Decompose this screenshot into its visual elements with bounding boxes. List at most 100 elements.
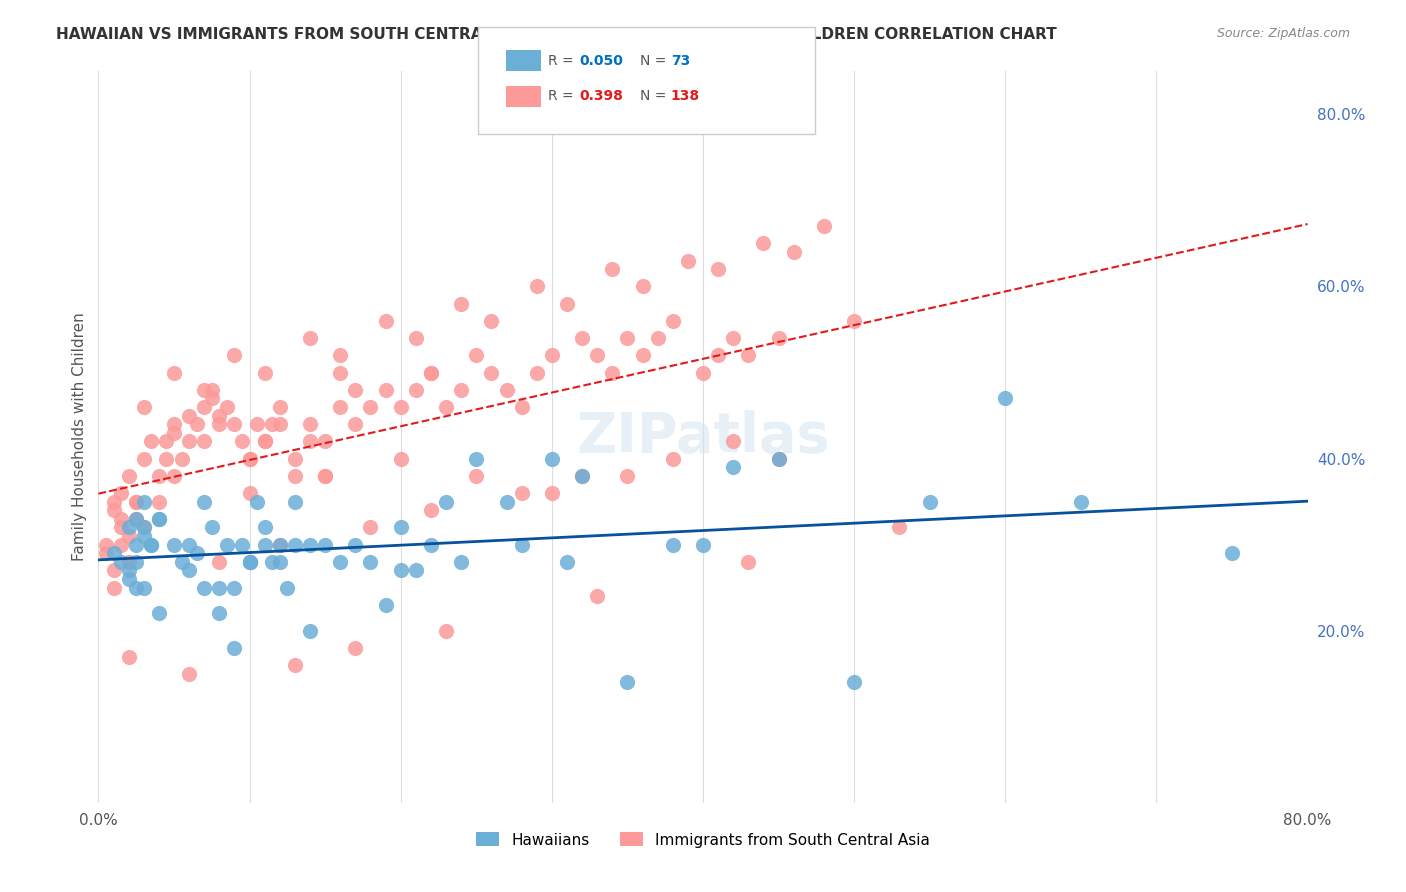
Point (170, 555, 193, 569)
Point (299, 434, 322, 449)
Point (179, 409, 201, 423)
Point (405, 331, 427, 345)
Point (148, 607, 170, 621)
Point (994, 392, 1017, 406)
Point (103, 494, 125, 508)
Text: 73: 73 (671, 54, 690, 68)
Point (707, 348, 730, 362)
Y-axis label: Family Households with Children: Family Households with Children (72, 313, 87, 561)
Point (661, 314, 683, 328)
Point (374, 598, 396, 612)
Point (215, 538, 238, 552)
Point (193, 494, 215, 508)
Point (179, 538, 201, 552)
Point (253, 538, 276, 552)
Point (132, 520, 155, 534)
Point (555, 555, 578, 569)
Point (110, 538, 132, 552)
Point (631, 348, 654, 362)
Point (132, 581, 155, 595)
Point (269, 538, 291, 552)
Text: R =: R = (548, 54, 578, 68)
Point (118, 529, 141, 543)
Point (360, 400, 382, 414)
Point (314, 468, 336, 483)
Point (616, 331, 638, 345)
Point (405, 564, 427, 578)
Point (420, 366, 443, 380)
Point (276, 581, 298, 595)
Point (94, 546, 117, 560)
Point (510, 400, 533, 414)
Point (224, 348, 246, 362)
Point (1220, 546, 1243, 560)
Point (148, 512, 170, 526)
Point (239, 555, 262, 569)
Point (526, 279, 548, 293)
Point (118, 564, 141, 578)
Point (434, 400, 457, 414)
Point (253, 520, 276, 534)
Point (329, 366, 352, 380)
Point (118, 555, 141, 569)
Point (616, 468, 638, 483)
Point (231, 538, 253, 552)
Point (329, 348, 352, 362)
Point (239, 451, 262, 466)
Legend: Hawaiians, Immigrants from South Central Asia: Hawaiians, Immigrants from South Central… (470, 826, 936, 854)
Point (389, 451, 412, 466)
Point (132, 494, 155, 508)
Point (125, 581, 148, 595)
Point (540, 451, 562, 466)
Point (262, 555, 284, 569)
Point (844, 675, 866, 690)
Point (783, 245, 806, 260)
Point (495, 494, 517, 508)
Point (231, 434, 253, 449)
Point (420, 503, 443, 517)
Point (118, 555, 141, 569)
Point (768, 451, 790, 466)
Point (186, 417, 208, 432)
Point (110, 520, 132, 534)
Point (193, 400, 215, 414)
Point (186, 546, 208, 560)
Point (103, 546, 125, 560)
Point (314, 468, 336, 483)
Point (125, 538, 148, 552)
Point (329, 555, 352, 569)
Point (163, 468, 186, 483)
Point (465, 468, 488, 483)
Point (692, 538, 714, 552)
Point (360, 555, 382, 569)
Point (299, 331, 322, 345)
Point (344, 383, 367, 397)
Point (193, 434, 215, 449)
Point (526, 366, 548, 380)
Point (148, 494, 170, 508)
Point (420, 538, 443, 552)
Point (450, 296, 472, 310)
Text: 138: 138 (671, 89, 700, 103)
Point (647, 331, 669, 345)
Point (616, 675, 638, 690)
Point (155, 434, 177, 449)
Point (450, 383, 472, 397)
Point (481, 366, 503, 380)
Point (125, 512, 148, 526)
Point (284, 538, 307, 552)
Point (752, 236, 775, 251)
Point (132, 451, 155, 466)
Point (586, 348, 609, 362)
Point (329, 400, 352, 414)
Point (510, 538, 533, 552)
Point (661, 451, 683, 466)
Point (571, 331, 593, 345)
Point (170, 451, 193, 466)
Point (389, 564, 412, 578)
Point (374, 383, 396, 397)
Point (465, 451, 488, 466)
Point (208, 555, 231, 569)
Point (737, 348, 759, 362)
Point (118, 520, 141, 534)
